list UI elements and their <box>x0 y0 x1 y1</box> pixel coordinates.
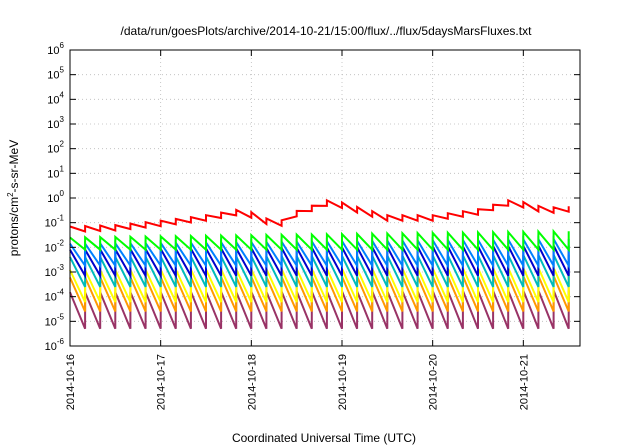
series-line <box>69 267 570 303</box>
series-line <box>69 235 570 270</box>
y-tick-label: 10-2 <box>45 238 65 254</box>
y-tick-label: 105 <box>47 66 64 82</box>
y-tick-label: 104 <box>47 90 64 106</box>
chart-title: /data/run/goesPlots/archive/2014-10-21/1… <box>121 24 533 38</box>
y-tick-label: 10-4 <box>45 288 65 304</box>
x-tick-label: 2014-10-18 <box>246 354 258 410</box>
y-tick-label: 101 <box>47 164 64 180</box>
x-tick-label: 2014-10-17 <box>156 354 168 410</box>
series-line <box>69 244 570 280</box>
y-tick-label: 10-6 <box>45 337 65 353</box>
y-axis-label: protons/cm2-s-sr-MeV <box>6 140 21 256</box>
series-line <box>69 254 570 288</box>
y-tick-label: 10-5 <box>45 312 65 328</box>
y-tick-label: 103 <box>47 115 64 131</box>
y-tick-label: 10-3 <box>45 263 65 279</box>
y-tick-label: 106 <box>47 41 64 57</box>
series-layer <box>69 198 570 330</box>
x-tick-label: 2014-10-20 <box>428 354 440 410</box>
series-line <box>69 198 570 233</box>
series-line <box>69 275 570 312</box>
y-tick-label: 10-1 <box>45 214 65 230</box>
x-tick-label: 2014-10-16 <box>65 354 77 410</box>
series-line <box>69 290 570 330</box>
ticks: 10-6 10-5 10-4 10-3 10-2 10-1 100 101 102 103 104 1… <box>45 41 580 410</box>
y-tick-label: 100 <box>47 189 64 205</box>
x-tick-label: 2014-10-19 <box>337 354 349 410</box>
y-axis-label-group: protons/cm2-s-sr-MeV <box>6 140 21 256</box>
y-tick-label: 102 <box>47 140 64 156</box>
series-line <box>69 228 570 253</box>
x-tick-label: 2014-10-21 <box>518 354 530 410</box>
x-axis-label: Coordinated Universal Time (UTC) <box>232 431 416 445</box>
